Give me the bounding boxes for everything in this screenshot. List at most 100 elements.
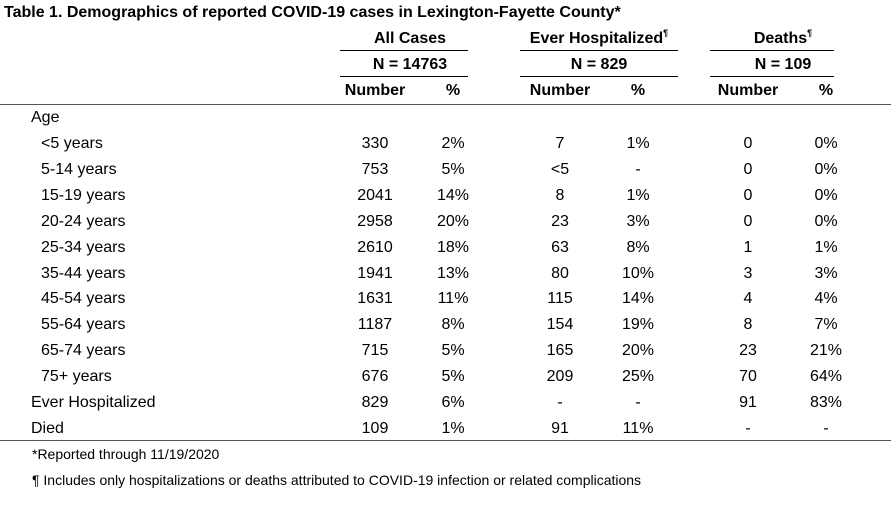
cell-percent: 0% bbox=[814, 160, 838, 178]
row-label: 25-34 years bbox=[41, 238, 126, 256]
cell-number: 8 bbox=[555, 186, 565, 204]
footnote-reported: *Reported through 11/19/2020 bbox=[32, 446, 220, 462]
cell-percent: - bbox=[823, 419, 829, 437]
cell-number: 1187 bbox=[357, 316, 393, 334]
group-header-all-cases: All Cases bbox=[330, 30, 490, 48]
cell-percent: 83% bbox=[809, 394, 843, 411]
group-underline bbox=[520, 50, 678, 51]
group-n-all-cases: N = 14763 bbox=[372, 56, 448, 73]
cell-number: 1941 bbox=[357, 264, 393, 282]
cell-number: 70 bbox=[739, 368, 757, 386]
cell-percent: 7% bbox=[814, 316, 838, 334]
cell-percent: 19% bbox=[621, 316, 655, 334]
cell-number: 209 bbox=[546, 368, 574, 386]
cell-number: 0 bbox=[743, 160, 753, 178]
cell-percent: 5% bbox=[441, 342, 465, 360]
cell-percent: 5% bbox=[441, 368, 465, 386]
cell-percent: 1% bbox=[441, 419, 465, 437]
cell-number: 8 bbox=[743, 316, 753, 334]
cell-percent: 0% bbox=[814, 212, 838, 230]
subheader-number: Number bbox=[717, 82, 779, 99]
cell-number: 0 bbox=[743, 212, 753, 230]
row-label: 65-74 years bbox=[41, 342, 126, 360]
cell-percent: 1% bbox=[626, 186, 650, 204]
cell-percent: 1% bbox=[814, 238, 838, 256]
cell-number: 2610 bbox=[357, 238, 393, 256]
header-rule bbox=[0, 104, 891, 105]
cell-number: 23 bbox=[551, 212, 569, 230]
cell-percent: 14% bbox=[436, 186, 470, 204]
row-label: 5-14 years bbox=[41, 160, 117, 178]
cell-percent: 13% bbox=[436, 264, 470, 282]
group-underline bbox=[520, 76, 678, 77]
group-n-deaths: N = 109 bbox=[754, 56, 812, 73]
cell-number: 7 bbox=[555, 135, 565, 152]
cell-percent: 1% bbox=[626, 135, 650, 152]
cell-percent: 3% bbox=[626, 212, 650, 230]
section-label-age: Age bbox=[31, 109, 60, 126]
cell-number: - bbox=[557, 394, 563, 411]
footnote-includes: ¶ Includes only hospitalizations or deat… bbox=[32, 472, 642, 488]
group-n-ever-hospitalized: N = 829 bbox=[570, 56, 628, 73]
subheader-number: Number bbox=[344, 82, 406, 99]
cell-number: 0 bbox=[743, 135, 753, 152]
cell-number: 1 bbox=[743, 238, 753, 256]
footnote-mark: ¶ bbox=[807, 28, 813, 38]
row-label: 20-24 years bbox=[41, 212, 126, 230]
cell-percent: - bbox=[635, 394, 641, 411]
subheader-percent: % bbox=[818, 82, 834, 99]
cell-number: 115 bbox=[547, 290, 573, 308]
row-label: Died bbox=[31, 419, 64, 437]
cell-percent: 10% bbox=[621, 264, 655, 282]
cell-percent: 5% bbox=[441, 160, 465, 178]
cell-number: 63 bbox=[551, 238, 569, 256]
group-underline bbox=[710, 50, 834, 51]
cell-percent: 0% bbox=[814, 186, 838, 204]
group-header-deaths: Deaths¶ bbox=[708, 28, 858, 48]
cell-number: 1631 bbox=[357, 290, 393, 308]
group-label: All Cases bbox=[373, 30, 447, 47]
cell-percent: 11% bbox=[622, 419, 654, 437]
subheader-number: Number bbox=[529, 82, 591, 99]
cell-number: 0 bbox=[743, 186, 753, 204]
row-label: 55-64 years bbox=[41, 316, 126, 334]
cell-percent: 20% bbox=[436, 212, 470, 230]
cell-number: - bbox=[745, 419, 751, 437]
group-underline bbox=[710, 76, 834, 77]
row-label: 75+ years bbox=[41, 368, 112, 386]
group-underline bbox=[340, 50, 468, 51]
row-label: 15-19 years bbox=[41, 186, 126, 204]
cell-percent: 8% bbox=[626, 238, 650, 256]
group-label: Ever Hospitalized bbox=[529, 30, 664, 47]
cell-number: 753 bbox=[361, 160, 389, 178]
cell-number: 2958 bbox=[357, 212, 393, 230]
cell-number: 80 bbox=[551, 264, 569, 282]
group-underline bbox=[340, 76, 468, 77]
cell-percent: 2% bbox=[441, 135, 465, 152]
cell-number: 330 bbox=[361, 135, 389, 152]
cell-percent: - bbox=[635, 160, 641, 178]
cell-number: 23 bbox=[739, 342, 757, 360]
table-title: Table 1. Demographics of reported COVID-… bbox=[4, 4, 621, 21]
cell-number: 154 bbox=[546, 316, 574, 334]
footnote-mark: ¶ bbox=[663, 28, 669, 38]
cell-percent: 6% bbox=[441, 394, 465, 411]
row-label: <5 years bbox=[41, 135, 103, 152]
cell-number: 91 bbox=[551, 419, 569, 437]
group-label: Deaths bbox=[753, 30, 808, 47]
cell-percent: 21% bbox=[809, 342, 843, 360]
subheader-percent: % bbox=[445, 82, 461, 99]
cell-number: 4 bbox=[743, 290, 753, 308]
row-label: 35-44 years bbox=[41, 264, 126, 282]
cell-percent: 64% bbox=[809, 368, 843, 386]
cell-percent: 8% bbox=[441, 316, 465, 334]
subheader-percent: % bbox=[630, 82, 646, 99]
cell-percent: 14% bbox=[621, 290, 655, 308]
row-label: Ever Hospitalized bbox=[31, 394, 156, 411]
cell-number: 165 bbox=[546, 342, 574, 360]
cell-percent: 18% bbox=[436, 238, 470, 256]
cell-number: 109 bbox=[361, 419, 389, 437]
cell-number: <5 bbox=[550, 160, 570, 178]
cell-number: 676 bbox=[361, 368, 389, 386]
cell-number: 2041 bbox=[357, 186, 393, 204]
